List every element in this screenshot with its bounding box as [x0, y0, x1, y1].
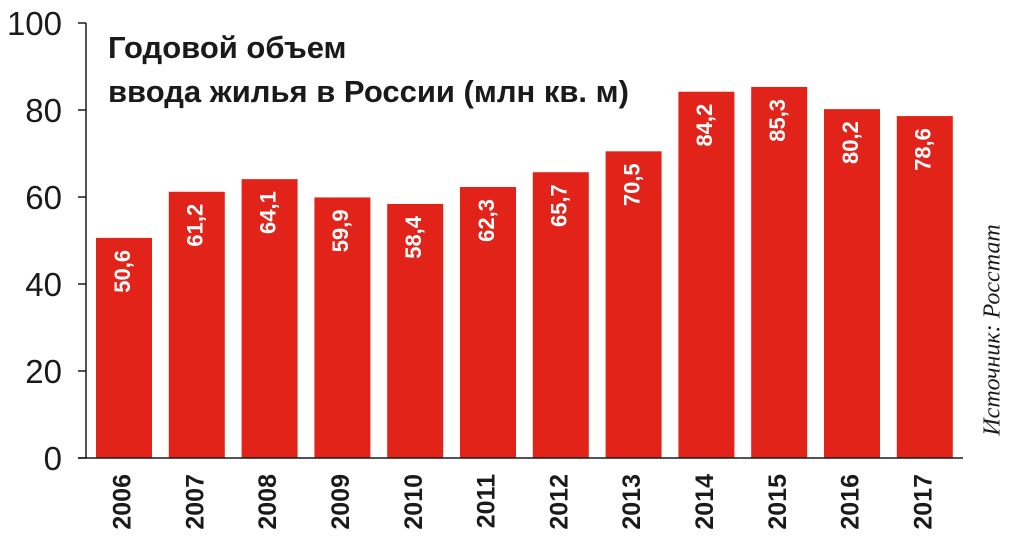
x-tick-2009: 2009	[327, 474, 355, 530]
x-tick-2017: 2017	[909, 474, 937, 530]
bar-2008	[241, 179, 298, 459]
y-tick-40: 40	[25, 266, 62, 303]
x-tick-2016: 2016	[837, 474, 865, 530]
data-label-2006: 50,6	[110, 250, 135, 293]
bar-2014	[678, 91, 735, 458]
bar-2009	[314, 197, 371, 458]
x-tick-2012: 2012	[545, 474, 573, 530]
bar-2017	[896, 116, 953, 458]
x-tick-labels-group: 2006 2007 2008 2009 2010 2011 2012 2013 2014 2015…	[109, 474, 938, 530]
y-tick-0: 0	[44, 440, 62, 477]
data-label-2013: 70,5	[619, 163, 644, 206]
y-tick-labels-group: 0 20 40 60 80 100	[7, 5, 62, 477]
chart-title-line-1: Годовой объем	[108, 30, 347, 65]
chart-title: Годовой объем ввода жилья в России (млн …	[108, 26, 708, 114]
data-label-2012: 65,7	[547, 184, 572, 227]
y-tick-60: 60	[25, 179, 62, 216]
bar-2011	[460, 186, 516, 458]
x-tick-2014: 2014	[691, 474, 719, 530]
bar-2013	[605, 151, 662, 458]
bar-2010	[387, 203, 444, 458]
data-label-2016: 80,2	[838, 121, 863, 164]
x-tick-2010: 2010	[400, 474, 428, 530]
bar-2016	[824, 109, 880, 458]
x-tick-2007: 2007	[181, 474, 209, 530]
bar-2007	[168, 191, 225, 458]
data-label-2017: 78,6	[911, 128, 936, 171]
data-label-2015: 85,3	[765, 99, 790, 142]
bar-2012	[532, 172, 589, 458]
source-note: Источник: Росстат	[979, 224, 1006, 436]
axes-group	[78, 22, 963, 459]
y-tick-100: 100	[7, 5, 62, 42]
data-label-2007: 61,2	[183, 204, 208, 247]
data-label-2014: 84,2	[692, 104, 717, 147]
y-tick-20: 20	[25, 353, 62, 390]
data-label-2008: 64,1	[255, 191, 280, 234]
x-tick-2013: 2013	[618, 474, 646, 530]
data-labels-group: 50,6 61,2 64,1 59,9 58,4 62,3 65,7 70,5 84,2 85,3…	[110, 99, 936, 293]
x-tick-2011: 2011	[473, 474, 501, 528]
bars-group	[96, 86, 953, 459]
x-tick-2015: 2015	[764, 474, 792, 530]
chart-title-line-2: ввода жилья в России (млн кв. м)	[108, 74, 629, 109]
bar-2015	[751, 86, 808, 458]
x-tick-2006: 2006	[109, 474, 137, 530]
bar-2006	[96, 237, 152, 458]
data-label-2011: 62,3	[474, 199, 499, 242]
x-tick-2008: 2008	[254, 474, 282, 530]
data-label-2009: 59,9	[328, 209, 353, 252]
data-label-2010: 58,4	[401, 215, 426, 259]
y-tick-80: 80	[25, 92, 62, 129]
